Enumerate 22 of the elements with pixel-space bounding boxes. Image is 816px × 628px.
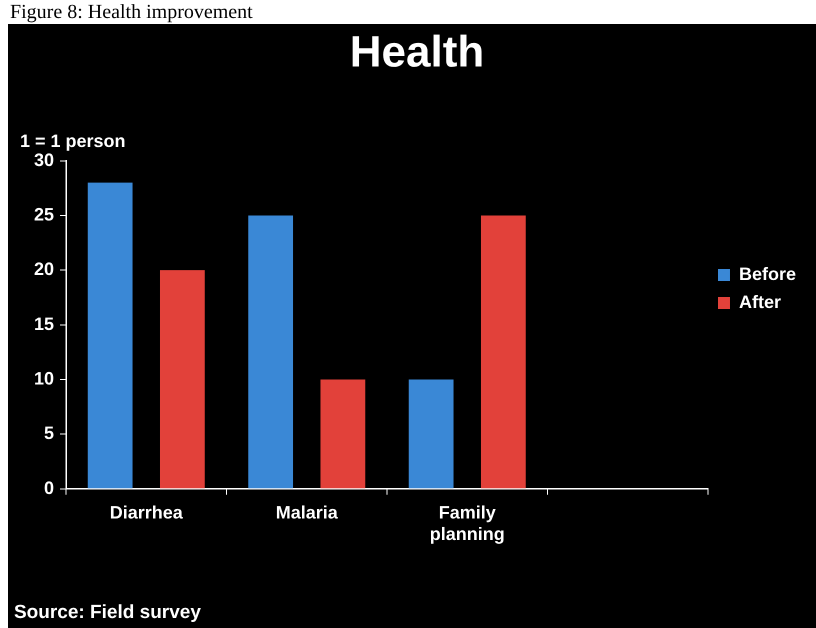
legend-label: After — [738, 292, 781, 312]
bar — [160, 270, 205, 488]
bar — [320, 379, 366, 488]
y-tick-label: 10 — [34, 368, 54, 388]
y-tick-label: 30 — [34, 150, 54, 170]
bar — [408, 379, 454, 488]
x-tick-label: Diarrhea — [110, 502, 184, 523]
bar — [480, 215, 526, 488]
chart-title: Health — [350, 28, 484, 77]
y-tick-label: 25 — [34, 204, 54, 224]
y-tick-label: 5 — [44, 423, 54, 444]
y-tick-label: 20 — [34, 259, 54, 280]
bar — [88, 182, 133, 488]
x-tick-label: Malaria — [276, 502, 339, 523]
y-tick-label: 0 — [44, 478, 54, 498]
y-axis-title: 1 = 1 person — [20, 130, 126, 151]
bar — [248, 215, 294, 488]
y-tick-label: 15 — [34, 314, 54, 334]
legend-label: Before — [738, 264, 796, 284]
caption: Figure 8: Health improvement — [10, 0, 254, 24]
x-tick-label: Family planning — [430, 502, 505, 544]
source-note: Source: Field survey — [14, 602, 201, 624]
